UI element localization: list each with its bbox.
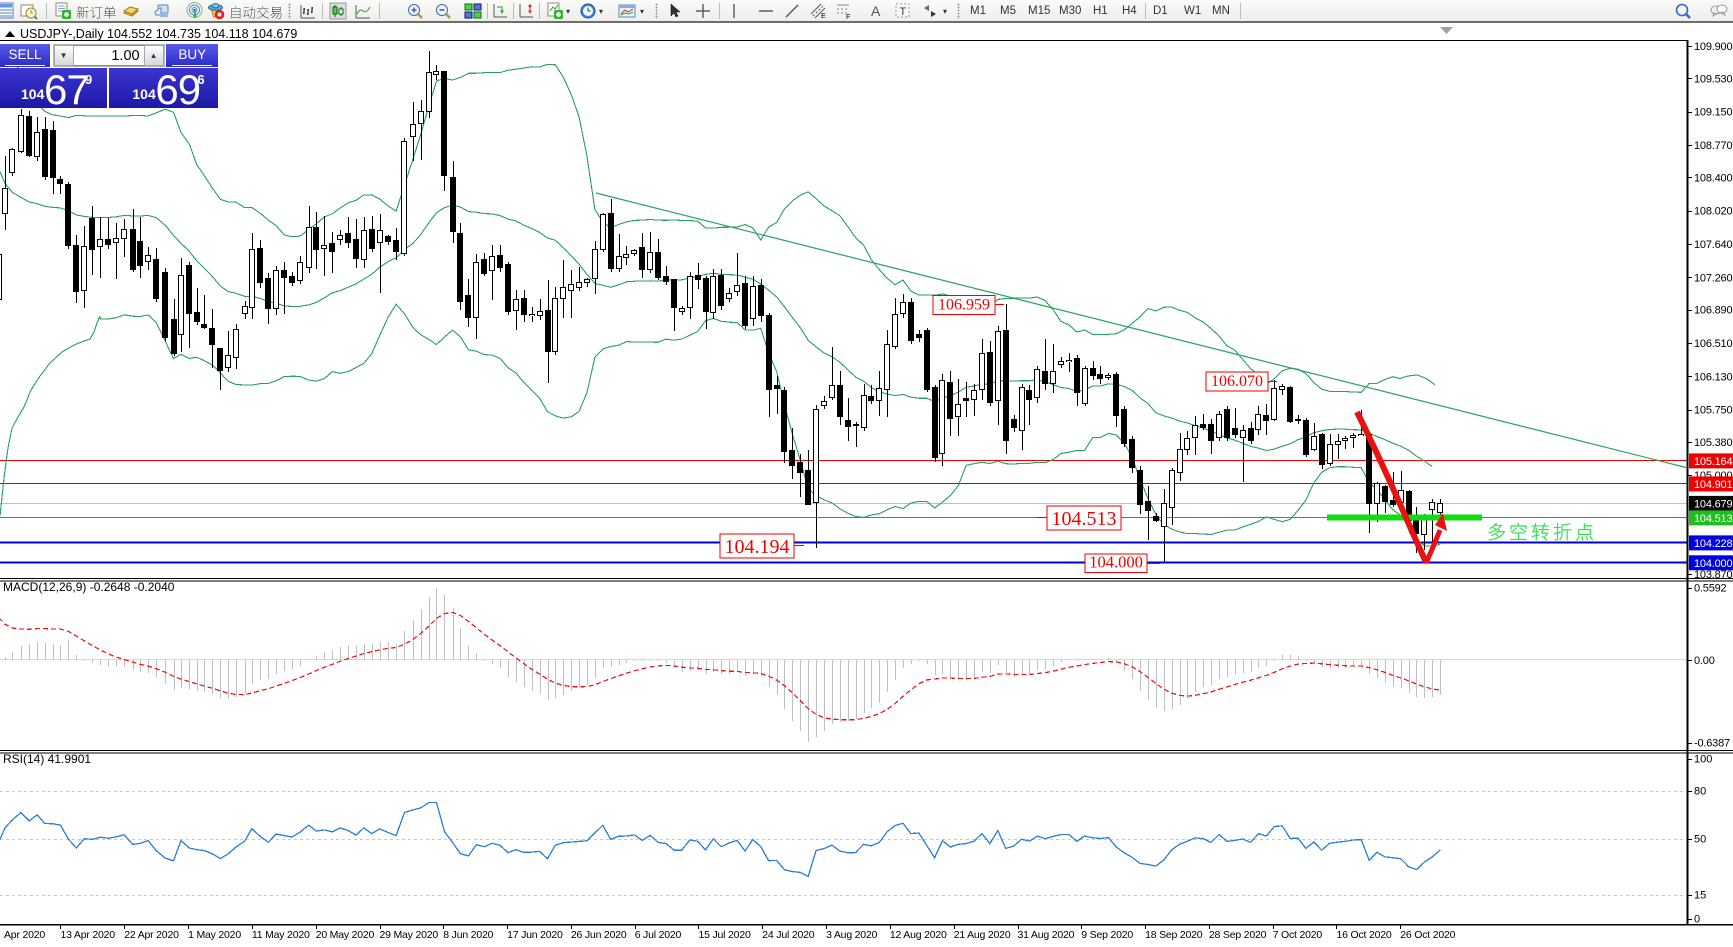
svg-text:T: T: [900, 6, 907, 18]
svg-text:109.530: 109.530: [1694, 73, 1732, 85]
svg-text:104.000: 104.000: [1089, 553, 1143, 572]
svg-text:109.900: 109.900: [1694, 41, 1732, 53]
svg-text:0.00: 0.00: [1694, 655, 1715, 667]
svg-text:MACD(12,26,9) -0.2648 -0.2040: MACD(12,26,9) -0.2648 -0.2040: [3, 580, 175, 594]
svg-text:A: A: [871, 3, 881, 19]
svg-text:15 Jul 2020: 15 Jul 2020: [699, 929, 751, 941]
svg-text:104.000: 104.000: [1694, 558, 1732, 570]
svg-text:17 Jun 2020: 17 Jun 2020: [507, 929, 563, 941]
svg-text:100: 100: [1694, 754, 1712, 766]
svg-text:109.150: 109.150: [1694, 107, 1732, 119]
svg-text:26 Jun 2020: 26 Jun 2020: [571, 929, 627, 941]
svg-text:Apr 2020: Apr 2020: [4, 929, 45, 941]
svg-text:F: F: [846, 14, 850, 20]
svg-text:104.513: 104.513: [1694, 513, 1732, 525]
svg-text:104.679: 104.679: [1694, 498, 1732, 510]
svg-text:104.228: 104.228: [1694, 538, 1732, 550]
svg-text:16 Oct 2020: 16 Oct 2020: [1337, 929, 1392, 941]
svg-text:20 May 2020: 20 May 2020: [316, 929, 375, 941]
svg-text:12 Aug 2020: 12 Aug 2020: [890, 929, 947, 941]
svg-text:7 Oct 2020: 7 Oct 2020: [1273, 929, 1323, 941]
svg-text:11 May 2020: 11 May 2020: [252, 929, 310, 941]
svg-text:105.380: 105.380: [1694, 437, 1732, 449]
svg-text:105.750: 105.750: [1694, 405, 1732, 417]
svg-text:0.5592: 0.5592: [1694, 583, 1727, 595]
svg-text:103.870: 103.870: [1694, 569, 1732, 581]
svg-text:24 Jul 2020: 24 Jul 2020: [762, 929, 814, 941]
svg-text:USDJPY-,Daily 104.552 104.735: USDJPY-,Daily 104.552 104.735 104.118 10…: [20, 27, 297, 41]
svg-text:106.510: 106.510: [1694, 338, 1732, 350]
svg-text:105.164: 105.164: [1694, 456, 1732, 468]
svg-text:-0.6387: -0.6387: [1694, 738, 1730, 750]
svg-text:50: 50: [1694, 834, 1706, 846]
svg-text:E: E: [821, 13, 826, 20]
svg-text:104.901: 104.901: [1694, 479, 1732, 491]
svg-text:22 Apr 2020: 22 Apr 2020: [124, 929, 179, 941]
svg-text:104.194: 104.194: [725, 536, 790, 558]
svg-text:106.130: 106.130: [1694, 371, 1732, 383]
svg-text:13 Apr 2020: 13 Apr 2020: [61, 929, 116, 941]
svg-text:107.640: 107.640: [1694, 239, 1732, 251]
svg-text:RSI(14) 41.9901: RSI(14) 41.9901: [3, 752, 91, 766]
svg-text:0: 0: [1694, 914, 1700, 926]
svg-text:107.260: 107.260: [1694, 272, 1732, 284]
svg-text:15: 15: [1694, 890, 1706, 902]
svg-text:108.020: 108.020: [1694, 206, 1732, 218]
svg-text:18 Sep 2020: 18 Sep 2020: [1145, 929, 1203, 941]
svg-text:26 Oct 2020: 26 Oct 2020: [1400, 929, 1455, 941]
svg-text:106.959: 106.959: [938, 297, 990, 314]
svg-text:106.890: 106.890: [1694, 305, 1732, 317]
svg-text:108.770: 108.770: [1694, 140, 1732, 152]
svg-text:80: 80: [1694, 786, 1706, 798]
svg-text:3 Aug 2020: 3 Aug 2020: [826, 929, 877, 941]
svg-text:31 Aug 2020: 31 Aug 2020: [1018, 929, 1075, 941]
svg-text:9 Sep 2020: 9 Sep 2020: [1081, 929, 1133, 941]
svg-text:8 Jun 2020: 8 Jun 2020: [443, 929, 493, 941]
svg-text:21 Aug 2020: 21 Aug 2020: [954, 929, 1011, 941]
svg-text:108.400: 108.400: [1694, 172, 1732, 184]
svg-text:106.070: 106.070: [1211, 373, 1263, 390]
svg-text:29 May 2020: 29 May 2020: [380, 929, 439, 941]
svg-text:1 May 2020: 1 May 2020: [188, 929, 241, 941]
svg-text:104.513: 104.513: [1052, 508, 1117, 530]
svg-text:6 Jul 2020: 6 Jul 2020: [635, 929, 682, 941]
svg-text:28 Sep 2020: 28 Sep 2020: [1209, 929, 1267, 941]
